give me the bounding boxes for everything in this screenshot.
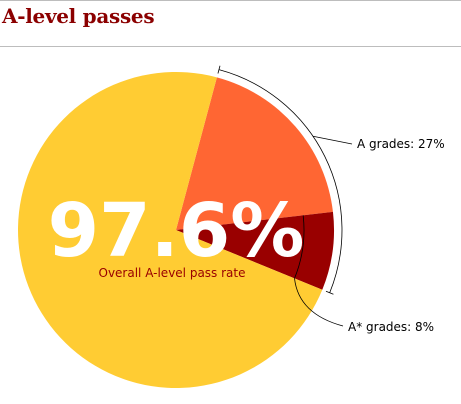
pie-slice-other-passes [18,71,323,388]
chart-title: A-level passes [2,4,155,28]
leader-astar-grades [294,278,344,327]
bracket-astar-grades [294,215,305,279]
annotation-astar-grades: A* grades: 8% [348,320,434,334]
bracket-a-grades [218,69,343,293]
headline-caption: Overall A-level pass rate [99,266,246,280]
pie-slice-a-grades [176,77,333,230]
headline-value: 97.6% [48,188,305,274]
bracket-a-grades-tick-1 [325,290,334,295]
pie-slice-a-grades [176,211,334,290]
top-rule [0,0,461,1]
annotation-a-grades: A grades: 27% [357,137,445,151]
bracket-a-grades-tick-0 [217,65,221,74]
leader-a-grades [312,135,353,145]
pie-slices [18,71,334,388]
annotation-brackets [217,65,353,327]
title-rule [0,46,461,47]
